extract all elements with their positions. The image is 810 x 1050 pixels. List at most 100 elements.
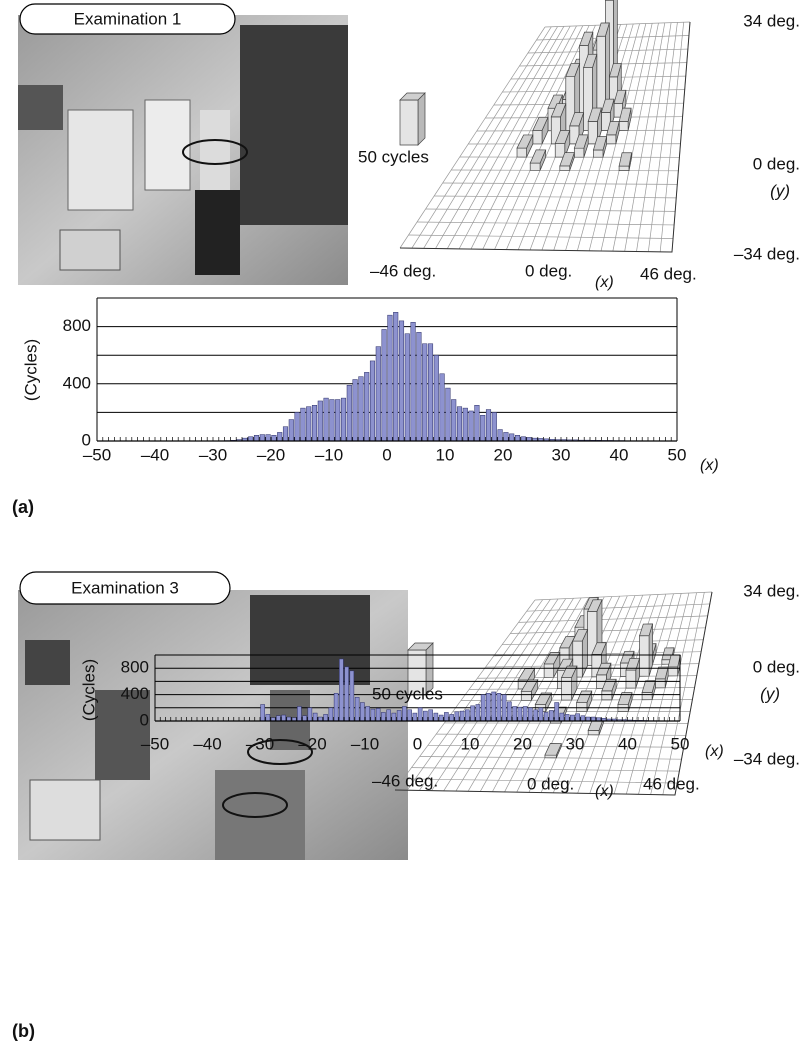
bar <box>387 314 393 442</box>
box-top <box>618 152 633 167</box>
box-top <box>569 112 585 127</box>
bar <box>444 712 449 722</box>
box-front <box>554 143 566 158</box>
bar <box>410 322 416 442</box>
bar <box>335 399 341 442</box>
box-top <box>554 130 571 144</box>
x-axis-label: (x) <box>595 783 614 800</box>
surface-grid <box>526 603 710 612</box>
box-top <box>572 629 589 642</box>
bar <box>398 320 405 442</box>
bar <box>358 376 364 442</box>
bar3d <box>587 107 602 145</box>
bar <box>470 705 475 722</box>
x-tick-label: –30 <box>246 734 274 753</box>
bar3d <box>569 112 585 145</box>
box-top <box>565 63 581 78</box>
box-top <box>544 743 562 756</box>
bar3d <box>576 690 593 712</box>
box-top <box>608 63 622 78</box>
surface-grid <box>411 767 680 772</box>
bar <box>294 412 300 442</box>
x-tick-label: –30 <box>199 445 227 464</box>
surface-grid <box>612 23 659 252</box>
surface-grid <box>636 22 672 252</box>
bar <box>564 714 570 722</box>
bar <box>323 714 328 722</box>
bar <box>475 704 481 722</box>
x-tick-label: 50 <box>668 445 687 464</box>
bar3d <box>596 22 610 118</box>
box-top <box>560 665 578 678</box>
x-axis-label: (x) <box>705 743 724 760</box>
bar <box>323 397 329 442</box>
bar <box>522 706 528 722</box>
box-front <box>587 729 600 736</box>
bar <box>365 706 370 722</box>
bar <box>404 333 410 442</box>
x-tick-label: 0 deg. <box>525 261 572 280</box>
x-tick-label: 46 deg. <box>640 264 697 283</box>
surface-grid <box>403 778 678 784</box>
bar <box>486 693 491 722</box>
surface-grid <box>502 639 704 646</box>
bar <box>352 379 358 442</box>
box-front <box>559 165 571 171</box>
x-tick-label: 10 <box>436 445 455 464</box>
bar <box>485 409 492 442</box>
bar <box>445 387 451 442</box>
bar <box>349 670 355 722</box>
bar <box>423 710 428 722</box>
bar <box>407 709 412 722</box>
surface-grid <box>648 22 678 252</box>
x-tick-label: 40 <box>610 445 629 464</box>
x-tick-label: 20 <box>494 445 513 464</box>
bar <box>391 712 397 722</box>
box-front <box>641 692 653 701</box>
x-tick-label: 30 <box>552 445 571 464</box>
x-axis-label: (x) <box>595 274 614 291</box>
box-top <box>601 678 617 692</box>
box-top <box>617 692 633 705</box>
x-tick-label: –40 <box>141 445 169 464</box>
surface-grid <box>435 26 565 249</box>
box-top <box>596 662 612 676</box>
surface-grid <box>518 615 708 623</box>
bar <box>328 707 334 722</box>
box-top <box>547 94 564 109</box>
x-tick-label: –40 <box>193 734 221 753</box>
bar <box>282 426 289 442</box>
box-top <box>516 134 534 149</box>
y-axis-label: (Cycles) <box>79 659 98 721</box>
bar <box>517 706 523 722</box>
bar3d <box>625 657 641 689</box>
x-tick-label: –20 <box>257 445 285 464</box>
bar <box>554 702 559 722</box>
bar <box>364 372 370 442</box>
surface-grid <box>458 25 577 250</box>
box-top <box>529 149 547 164</box>
caption-pill <box>19 3 236 35</box>
surface-grid <box>411 26 552 249</box>
surface-grid <box>408 234 674 239</box>
x-tick-label: 46 deg. <box>643 774 700 793</box>
bar <box>416 332 422 442</box>
box-top <box>550 103 567 118</box>
box-top <box>573 134 589 149</box>
bar <box>480 694 486 722</box>
bar <box>422 343 428 442</box>
photo-caption: Examination 3 <box>71 578 179 597</box>
box-top <box>559 152 575 167</box>
bar <box>451 399 457 442</box>
bar <box>433 354 439 442</box>
y-tick-label: 0 <box>140 710 149 729</box>
bar <box>433 712 439 722</box>
surface-grid <box>436 733 686 736</box>
bar <box>302 715 307 722</box>
bar3d <box>641 680 656 701</box>
box-top <box>399 92 426 101</box>
bar <box>393 312 399 442</box>
bar3d <box>520 678 539 702</box>
bar <box>344 666 349 722</box>
